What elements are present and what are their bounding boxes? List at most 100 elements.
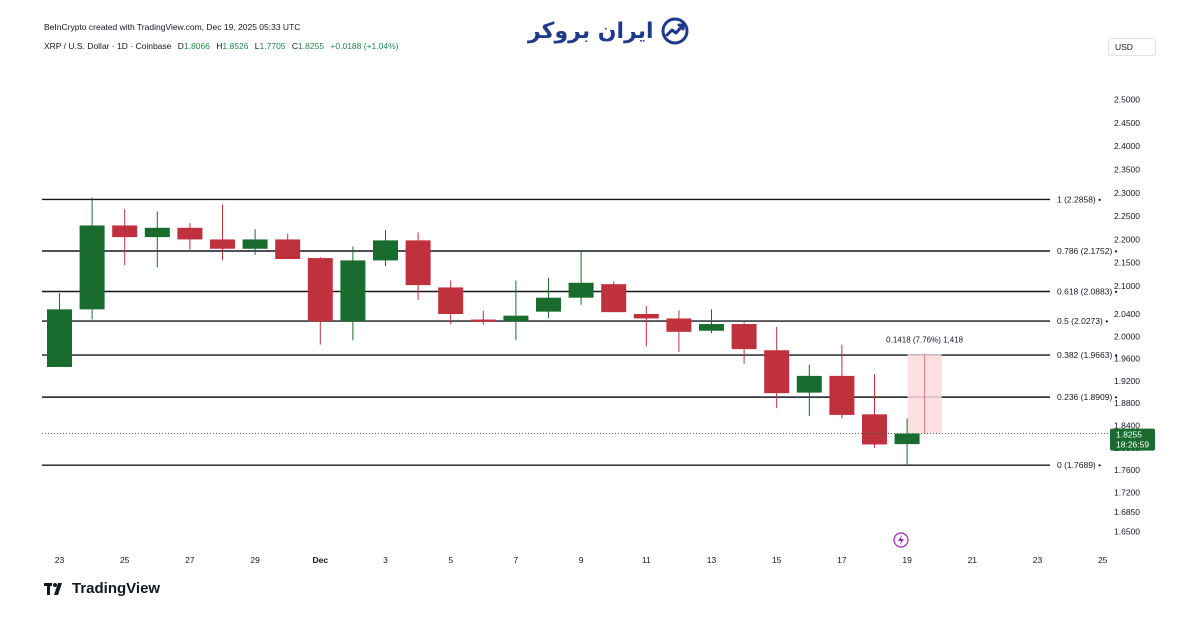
price-axis: 2.5000 2.4500 2.4000 2.3500 2.3000 2.2500 2.20… — [1114, 95, 1140, 537]
symbol-name: XRP / U.S. Dollar · 1D · Coinbase — [44, 41, 172, 51]
time-tick: 3 — [383, 555, 388, 565]
brand-text: ایران بروکر — [528, 18, 654, 44]
price-tick: 1.6500 — [1114, 526, 1140, 536]
candle-body — [177, 227, 203, 240]
time-tick: 15 — [772, 555, 782, 565]
candle-body — [764, 350, 790, 394]
time-tick: 19 — [902, 555, 912, 565]
price-tick: 2.2500 — [1114, 211, 1140, 221]
last-price-box — [1110, 428, 1155, 451]
price-tick: 2.4500 — [1114, 118, 1140, 128]
candle-body — [438, 287, 464, 314]
candle-body — [144, 227, 170, 238]
time-tick: 27 — [185, 555, 195, 565]
time-tick: Dec — [313, 555, 329, 565]
candles — [47, 197, 920, 465]
candle-body — [536, 297, 561, 312]
candle-body — [568, 282, 594, 298]
price-tick: 2.3000 — [1114, 188, 1140, 198]
time-axis: 23 25 27 29 Dec 3 5 7 9 11 13 15 17 19 21 23 25 — [55, 555, 1108, 565]
low-value: 1.7705 — [259, 41, 286, 51]
candle-body — [242, 239, 268, 249]
candle-body — [307, 258, 333, 322]
brand-chart-icon — [661, 17, 689, 45]
candle-body — [405, 240, 431, 286]
candle-body — [210, 239, 235, 249]
price-tick: 1.7200 — [1114, 487, 1140, 497]
candle-body — [894, 433, 920, 445]
candle-body — [275, 239, 301, 260]
time-tick: 23 — [1033, 555, 1043, 565]
candle-body — [731, 324, 757, 350]
price-tick: 1.8400 — [1114, 421, 1140, 431]
time-tick: 29 — [250, 555, 260, 565]
fib-label: 1 (2.2858) • — [1057, 194, 1101, 204]
price-tick: 2.2000 — [1114, 234, 1140, 244]
fib-label: 0.382 (1.9663) • — [1057, 350, 1118, 360]
time-tick: 5 — [448, 555, 453, 565]
time-tick: 9 — [579, 555, 584, 565]
time-tick: 25 — [120, 555, 130, 565]
candle-body — [340, 260, 366, 322]
candle-body — [633, 314, 659, 319]
candle-body — [601, 284, 627, 313]
time-tick: 25 — [1098, 555, 1108, 565]
price-tick: 2.5000 — [1114, 95, 1140, 105]
price-tick: 1.6850 — [1114, 507, 1140, 517]
price-tick: 2.4000 — [1114, 141, 1140, 151]
candle-body — [503, 315, 529, 322]
time-tick: 7 — [514, 555, 519, 565]
tradingview-icon — [44, 582, 62, 595]
tradingview-brand: TradingView — [72, 580, 161, 597]
last-price-label: 1.8255 — [1116, 430, 1142, 440]
measure-label: 0.1418 (7.76%) 1,418 — [886, 336, 963, 345]
time-tick: 23 — [55, 555, 65, 565]
chart-credit: BeInCrypto created with TradingView.com,… — [44, 22, 301, 32]
time-tick: 17 — [837, 555, 847, 565]
high-value: 1.8526 — [222, 41, 249, 51]
price-tick: 2.0000 — [1114, 331, 1140, 341]
time-tick: 21 — [968, 555, 978, 565]
currency-button[interactable]: USD — [1108, 38, 1156, 56]
open-label: D — [177, 41, 184, 51]
candle-body — [112, 225, 138, 238]
candle-body — [373, 240, 398, 261]
brand-logo: ایران بروکر — [528, 16, 690, 46]
price-tick: 1.7600 — [1114, 465, 1140, 475]
candle-body — [796, 375, 822, 393]
time-tick: 11 — [642, 555, 651, 565]
fib-label: 0.618 (2.0883) • — [1057, 286, 1118, 296]
fib-label: 0.5 (2.0273) • — [1057, 316, 1108, 326]
high-label: H — [216, 41, 223, 51]
fib-label: 0 (1.7689) • — [1057, 460, 1101, 470]
close-value: 1.8255 — [298, 41, 325, 51]
fib-levels: 1 (2.2858) • 0.786 (2.1752) • 0.618 (2.088… — [42, 194, 1118, 470]
price-tick: 1.9600 — [1114, 354, 1140, 364]
low-label: L — [254, 41, 260, 51]
candle-body — [47, 309, 72, 367]
candle-body — [699, 324, 724, 331]
candle-body — [829, 375, 855, 415]
fib-label: 0.786 (2.1752) • — [1057, 246, 1118, 256]
time-tick: 13 — [707, 555, 717, 565]
candle-body — [862, 414, 887, 445]
price-tick: 1.9200 — [1114, 376, 1140, 386]
tradingview-logo: TradingView — [44, 580, 160, 597]
event-icon[interactable] — [893, 532, 909, 548]
symbol-legend: XRP / U.S. Dollar · 1D · Coinbase D1.806… — [44, 41, 398, 51]
price-tick: 2.3500 — [1114, 165, 1140, 175]
price-tick: 1.8800 — [1114, 398, 1140, 408]
countdown-label: 18:26:59 — [1116, 440, 1149, 450]
price-tick: 2.1500 — [1114, 258, 1140, 268]
candle-body — [470, 319, 496, 322]
price-tick: 2.0400 — [1114, 309, 1140, 319]
candle-body — [79, 225, 105, 310]
change-value: +0.0188 (+1.04%) — [330, 41, 399, 51]
price-tick: 2.1000 — [1114, 281, 1140, 291]
fib-label: 0.236 (1.8909) • — [1057, 392, 1118, 402]
candle-body — [666, 318, 692, 332]
price-range-measure: 0.1418 (7.76%) 1,418 — [886, 336, 964, 434]
open-value: 1.8066 — [183, 41, 210, 51]
